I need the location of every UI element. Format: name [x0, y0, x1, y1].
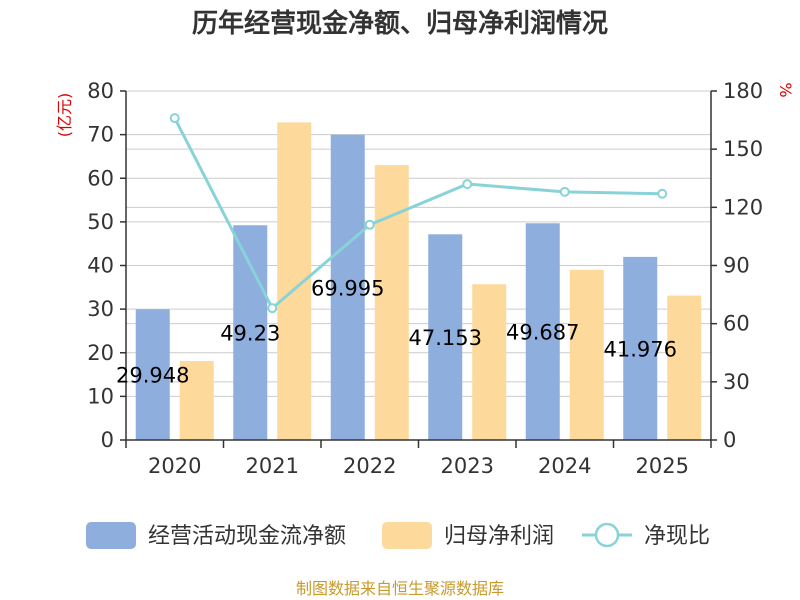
left-axis-tick-label: 0	[101, 428, 114, 452]
bar	[179, 361, 214, 440]
data-label: 41.976	[604, 337, 677, 361]
left-axis-tick-label: 30	[87, 297, 114, 321]
line-point	[169, 113, 180, 124]
left-axis-tick-label: 10	[87, 384, 114, 408]
x-axis-tick-label: 2023	[441, 454, 494, 478]
legend-label: 归母净利润	[444, 524, 554, 549]
right-axis-tick-label: 90	[723, 254, 750, 278]
line-point	[559, 186, 570, 197]
data-label: 49.687	[506, 321, 579, 345]
gridlines	[126, 90, 711, 441]
right-axis-tick-label: 180	[723, 79, 763, 103]
bar	[374, 165, 409, 440]
x-axis-tick-label: 2025	[636, 454, 689, 478]
bar	[277, 122, 312, 440]
line-point	[657, 188, 668, 199]
right-axis-tick-label: 60	[723, 312, 750, 336]
legend-label: 经营活动现金流净额	[148, 524, 346, 549]
line-point	[267, 303, 278, 314]
bar	[135, 309, 170, 440]
bar	[525, 223, 560, 440]
right-axis-tick-label: 150	[723, 137, 763, 161]
x-axis-tick-label: 2022	[343, 454, 396, 478]
x-axis-tick-label: 2024	[538, 454, 591, 478]
bar	[623, 256, 658, 440]
left-axis-tick-label: 40	[87, 254, 114, 278]
chart-title: 历年经营现金净额、归母净利润情况	[192, 8, 608, 39]
x-axis-tick-label: 2020	[148, 454, 201, 478]
data-label: 29.948	[116, 364, 189, 388]
right-axis-tick-label: 30	[723, 370, 750, 394]
left-axis-tick-label: 20	[87, 341, 114, 365]
left-axis-tick-label: 80	[87, 79, 114, 103]
bar	[472, 284, 507, 440]
right-axis-tick-label: 0	[723, 428, 736, 452]
bar	[330, 134, 365, 440]
legend: 经营活动现金流净额 归母净利润 净现比	[86, 522, 710, 549]
data-label: 69.995	[311, 276, 384, 300]
line-point	[364, 219, 375, 230]
left-axis-tick-label: 70	[87, 123, 114, 147]
source-note: 制图数据来自恒生聚源数据库	[296, 579, 504, 598]
legend-label: 净现比	[644, 524, 710, 549]
left-axis-unit: (亿元)	[55, 93, 74, 138]
legend-swatch	[382, 522, 432, 549]
bar	[667, 295, 702, 440]
left-axis-tick-label: 60	[87, 166, 114, 190]
bar	[233, 225, 268, 440]
legend-swatch	[86, 522, 136, 549]
line-path	[173, 117, 663, 311]
right-axis-unit: %	[776, 82, 795, 97]
bar	[428, 234, 463, 440]
data-label: 49.23	[220, 322, 280, 346]
data-labels: 29.948 49.23 69.995 47.153 49.687 41.976	[116, 276, 677, 387]
line-point	[462, 179, 473, 190]
bars	[135, 122, 702, 440]
x-axis-tick-label: 2021	[246, 454, 299, 478]
axes: 0 10 20 30 40 50 60 70 80 0 30 60 90 120 150 180 2020 202…	[87, 79, 763, 478]
line-series	[169, 113, 668, 314]
legend-marker	[594, 522, 620, 548]
bar	[569, 269, 604, 440]
right-axis-tick-label: 120	[723, 195, 763, 219]
data-label: 47.153	[409, 326, 482, 350]
left-axis-tick-label: 50	[87, 210, 114, 234]
